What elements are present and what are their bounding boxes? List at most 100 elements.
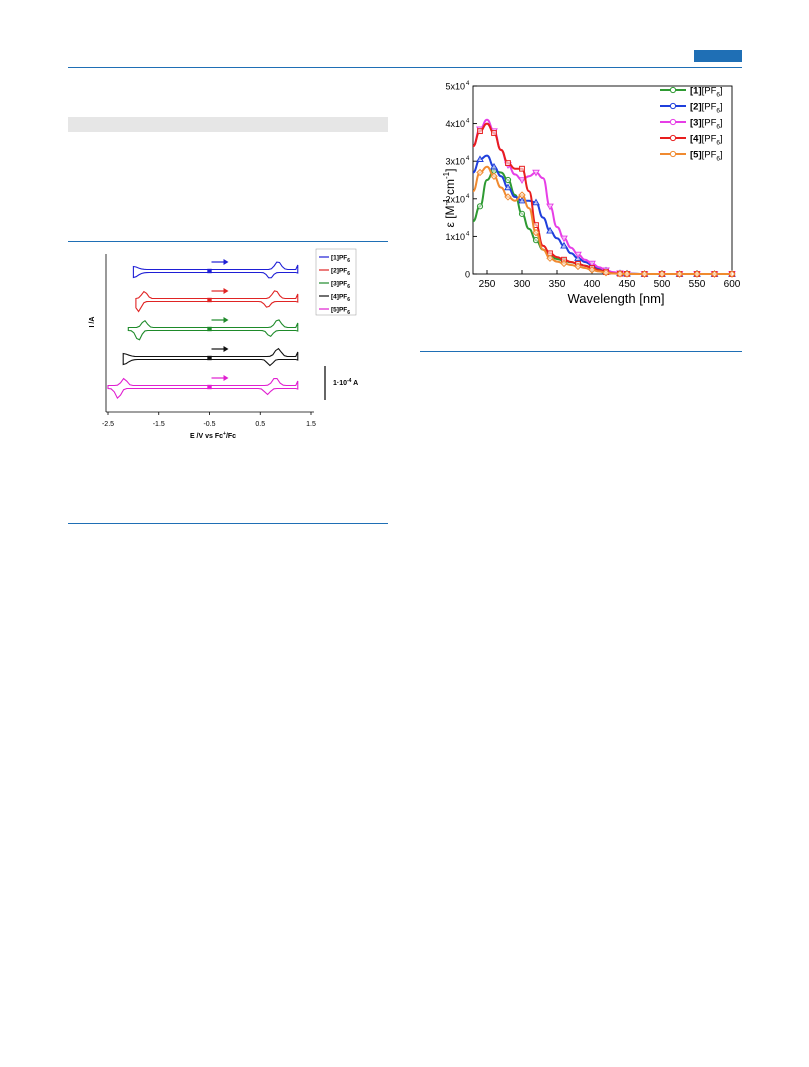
- uv-data-point: [518, 210, 526, 217]
- uv-x-tick-label: 400: [584, 279, 601, 290]
- uv-legend-label: [5][PF6]: [690, 150, 723, 163]
- uv-legend-label: [3][PF6]: [690, 118, 723, 131]
- uv-data-point: [504, 183, 512, 191]
- uv-series-line: [472, 154, 732, 275]
- cv-legend-label: [5]PF6: [331, 307, 350, 317]
- cv-start-marker: [207, 384, 212, 390]
- cv-start-marker: [207, 297, 212, 303]
- uv-legend: [1][PF6] [2][PF6] [3][PF6] [4][PF6] [5][PF6]: [660, 86, 723, 163]
- cv-curve: [135, 290, 299, 313]
- cv-x-tick-label: 1.5: [306, 421, 316, 428]
- cv-legend-label: [2]PF6: [331, 268, 350, 278]
- uv-y-tick-exponent: 4: [466, 81, 470, 87]
- cv-x-tick-label: -0.5: [203, 421, 215, 428]
- uv-data-point: [476, 155, 484, 163]
- uv-data-point: [477, 128, 483, 135]
- uv-data-point: [560, 259, 568, 268]
- header-rule: [68, 67, 742, 68]
- uv-data-point: [504, 176, 512, 184]
- cv-legend-box: [315, 248, 357, 316]
- uv-data-point: [574, 251, 582, 259]
- uv-data-point: [491, 130, 497, 136]
- cv-curve: [122, 347, 299, 367]
- cv-start-marker: [207, 355, 212, 361]
- cv-legend-label: [1]PF6: [331, 255, 350, 265]
- cv-legend-label: [4]PF6: [331, 294, 350, 304]
- uv-data-point: [675, 270, 684, 278]
- cv-curve: [107, 377, 299, 400]
- uv-legend-marker: [669, 102, 677, 110]
- uv-x-tick-label: 500: [654, 279, 671, 290]
- uv-data-point: [476, 203, 484, 210]
- uv-curves: [472, 118, 736, 279]
- cv-x-tick-label: -1.5: [153, 421, 165, 428]
- uv-data-point: [602, 268, 610, 277]
- uv-data-point: [658, 270, 666, 278]
- uv-x-tick-label: 450: [619, 279, 636, 290]
- uv-data-point: [546, 203, 554, 211]
- cv-start-marker: [207, 268, 212, 274]
- uv-series-line: [472, 165, 732, 275]
- uv-data-point: [476, 168, 484, 177]
- figure-top-rule: [68, 241, 388, 242]
- figure-bottom-rule: [68, 523, 388, 524]
- uv-x-tick-label: 550: [689, 279, 706, 290]
- cv-x-tick-label: -2.5: [102, 421, 114, 428]
- uv-y-tick-exponent: 4: [466, 119, 470, 125]
- uv-data-point: [588, 266, 596, 274]
- uv-y-tick-label: 4x10: [445, 119, 465, 129]
- uv-x-axis-label: Wavelength [nm]: [567, 291, 664, 306]
- scan-arrow-head: [223, 288, 229, 294]
- cv-curve: [127, 319, 299, 341]
- uv-y-tick-exponent: 4: [466, 194, 470, 200]
- cv-x-tick-label: 0.5: [255, 421, 265, 428]
- uv-y-tick-label: 2x10: [445, 194, 465, 204]
- cv-start-marker: [207, 326, 212, 332]
- cv-legend-label: [3]PF6: [331, 281, 350, 291]
- cv-curve: [132, 261, 299, 279]
- uv-data-point: [728, 270, 736, 278]
- uv-y-axis-label: ε [M-1 cm-1]: [442, 169, 457, 228]
- uv-data-point: [546, 226, 554, 234]
- uv-data-point: [518, 177, 526, 185]
- uv-data-point: [532, 228, 540, 237]
- header-tag-box: [694, 50, 742, 62]
- uv-x-tick-label: 250: [479, 279, 496, 290]
- uv-data-point: [560, 241, 568, 249]
- uv-x-tick-label: 350: [549, 279, 566, 290]
- uv-y-tick-label: 3x10: [445, 157, 465, 167]
- cv-y-axis-label: I /A: [89, 317, 96, 328]
- uv-legend-label: [4][PF6]: [690, 134, 723, 147]
- uv-legend-label: [2][PF6]: [690, 102, 723, 115]
- uv-legend-label: [1][PF6]: [690, 86, 723, 99]
- scale-bar-label: 1·10-4 A: [333, 378, 358, 387]
- uv-y-tick-exponent: 4: [466, 156, 470, 162]
- uv-y-tick-label: 5x10: [445, 82, 465, 92]
- uv-x-tick-label: 300: [514, 279, 531, 290]
- uv-data-point: [518, 196, 526, 204]
- uv-series-line: [472, 169, 732, 275]
- scan-arrow-head: [223, 346, 229, 352]
- uv-y-tick-label: 0: [465, 270, 470, 280]
- scan-arrow-head: [223, 259, 229, 265]
- uv-data-point: [519, 165, 525, 172]
- section-heading-band: [68, 117, 388, 132]
- uv-legend-marker: [669, 118, 677, 126]
- scan-arrow-head: [223, 317, 229, 323]
- figure-bottom-rule-right: [420, 351, 742, 352]
- cv-figure: -2.5 -1.5 -0.5 0.5 1.5 [1]PF6 [2]PF6 [3]PF6 [4]…: [89, 248, 358, 440]
- uv-data-point: [588, 260, 596, 268]
- uv-y-tick-label: 1x10: [445, 232, 465, 242]
- uv-legend-marker: [669, 86, 677, 94]
- cv-axes: -2.5 -1.5 -0.5 0.5 1.5: [102, 254, 316, 428]
- cv-curves: [107, 259, 299, 400]
- cv-scale-bar: 1·10-4 A: [324, 366, 358, 400]
- cv-x-axis-label: E /V vs Fc+/Fc: [190, 431, 236, 440]
- uv-data-point: [693, 270, 701, 278]
- uv-data-point: [532, 198, 540, 206]
- uv-data-point: [532, 237, 540, 244]
- uv-data-point: [616, 270, 624, 278]
- uv-data-point: [560, 235, 568, 243]
